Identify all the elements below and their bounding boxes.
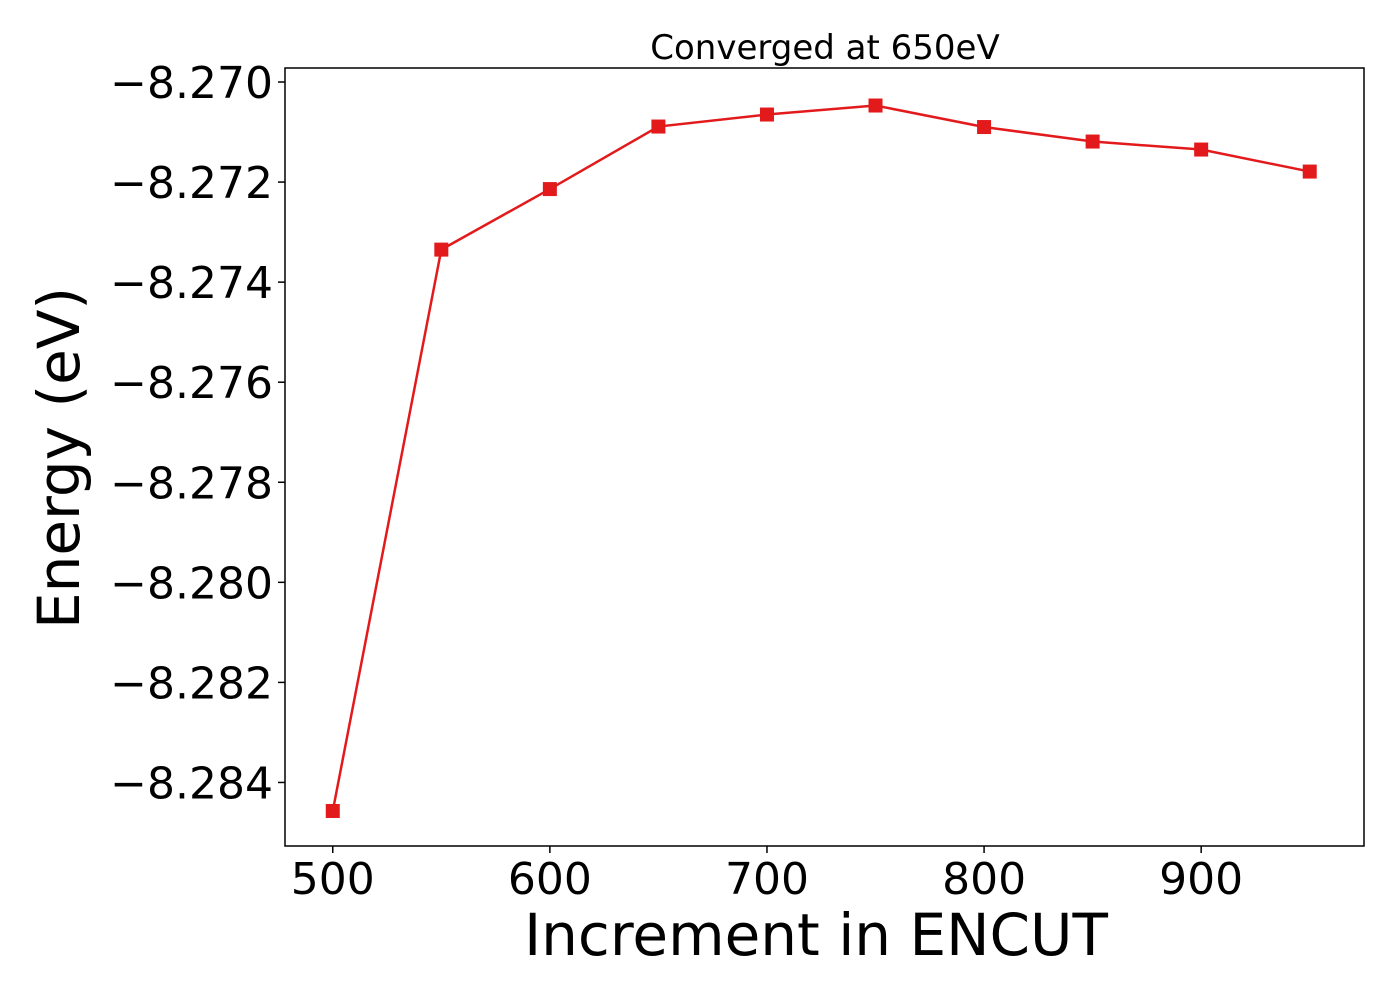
series-line: [331, 104, 1310, 812]
y-axis-label: Energy (eV): [25, 287, 93, 629]
y-tick-label: −8.284: [110, 758, 273, 809]
data-point-marker: [325, 803, 340, 818]
data-point-marker: [759, 107, 774, 122]
y-tick-label: −8.274: [110, 258, 273, 309]
x-tick-label: 800: [942, 854, 1026, 905]
data-point-marker: [542, 182, 557, 197]
data-point-marker: [1302, 164, 1317, 179]
y-tick-label: −8.278: [110, 458, 273, 509]
plot-frame: [284, 67, 1365, 847]
data-point-marker: [977, 120, 992, 135]
chart-title: Converged at 650eV: [650, 28, 999, 68]
y-tick-label: −8.280: [110, 558, 273, 609]
data-point-marker: [868, 98, 883, 113]
y-tick-label: −8.282: [110, 658, 273, 709]
x-tick-label: 700: [725, 854, 809, 905]
y-tick-label: −8.272: [110, 158, 273, 209]
data-point-marker: [651, 119, 666, 134]
x-tick-label: 600: [508, 854, 592, 905]
y-tick-label: −8.270: [110, 58, 273, 109]
y-tick-label: −8.276: [110, 358, 273, 409]
x-tick-label: 500: [291, 854, 375, 905]
x-tick-label: 900: [1159, 854, 1243, 905]
plot-area: 500 600 700 800 900 −8.270 −8.272 −8.274 −8.276 −…: [110, 58, 1365, 905]
x-axis-label: Increment in ENCUT: [524, 901, 1108, 969]
data-point-marker: [1194, 142, 1209, 157]
data-point-marker: [1085, 134, 1100, 149]
data-point-marker: [434, 242, 449, 257]
